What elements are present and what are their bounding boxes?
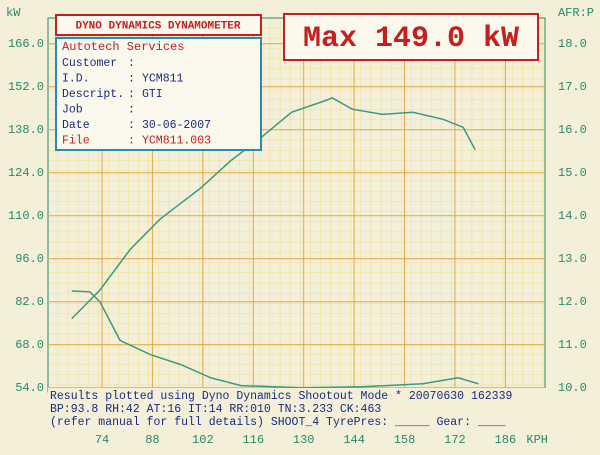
- field-label: Customer: [62, 57, 117, 70]
- company-name: Autotech Services: [62, 40, 184, 54]
- x-tick-label: 88: [145, 433, 159, 447]
- x-tick-label: 130: [293, 433, 315, 447]
- x-axis-label: KPH: [526, 433, 548, 447]
- note-line: (refer manual for full details) SHOOT_4 …: [50, 416, 506, 429]
- lines: [71, 96, 479, 389]
- note-line: BP:93.8 RH:42 AT:16 IT:14 RR:010 TN:3.23…: [50, 403, 381, 416]
- info-fields: Customer: I.D.: YCM811 Descript.: GTI Job: Dat…: [62, 57, 211, 148]
- field-value: YCM811: [142, 73, 184, 86]
- y-axis-label: kW: [6, 6, 21, 20]
- x-tick-label: 158: [394, 433, 416, 447]
- y2-tick-label: 11.0: [558, 338, 587, 352]
- y-tick-label: 96.0: [15, 252, 44, 266]
- y-tick-label: 68.0: [15, 338, 44, 352]
- header-text: DYNO DYNAMICS DYNAMOMETER: [75, 20, 240, 32]
- y-tick-label: 152.0: [8, 80, 44, 94]
- y2-tick-label: 16.0: [558, 123, 587, 137]
- y-tick-label: 166.0: [8, 37, 44, 51]
- y2-tick-label: 12.0: [558, 295, 587, 309]
- field-value: GTI: [142, 88, 163, 101]
- field-separator: :: [128, 135, 135, 148]
- field-separator: :: [128, 57, 135, 70]
- y2-tick-label: 17.0: [558, 80, 587, 94]
- field-label: I.D.: [62, 73, 90, 86]
- max-box: [283, 13, 539, 61]
- x-tick-label: 144: [343, 433, 365, 447]
- max-text: Max 149.0 kW: [303, 22, 519, 56]
- x-tick-label: 186: [495, 433, 517, 447]
- x-tick-label: 116: [242, 433, 264, 447]
- field-value: YCM811.003: [142, 135, 211, 148]
- y2-tick-label: 15.0: [558, 166, 587, 180]
- y2-axis-label: AFR:P: [558, 6, 594, 20]
- field-label: Descript.: [62, 88, 124, 101]
- field-separator: :: [128, 119, 135, 132]
- x-tick-label: 74: [95, 433, 109, 447]
- notes-box: [48, 388, 558, 430]
- header-box: [55, 14, 262, 36]
- y2-tick-label: 14.0: [558, 209, 587, 223]
- data-line: [71, 290, 479, 389]
- x-tick-label: 102: [192, 433, 214, 447]
- y-tick-label: 124.0: [8, 166, 44, 180]
- field-separator: :: [128, 73, 135, 86]
- y2-tick-label: 18.0: [558, 37, 587, 51]
- y-tick-label: 110.0: [8, 209, 44, 223]
- x-tick-label: 172: [444, 433, 466, 447]
- data-line: [71, 96, 476, 320]
- y-tick-label: 82.0: [15, 295, 44, 309]
- field-separator: :: [128, 88, 135, 101]
- note-line: Results plotted using Dyno Dynamics Shoo…: [50, 390, 512, 403]
- y2-tick-label: 13.0: [558, 252, 587, 266]
- field-value: 30-06-2007: [142, 119, 211, 132]
- info-box: [55, 37, 262, 151]
- y-tick-label: 54.0: [15, 381, 44, 395]
- y-tick-label: 138.0: [8, 123, 44, 137]
- field-separator: :: [128, 104, 135, 117]
- y2-tick-label: 10.0: [558, 381, 587, 395]
- field-label: Date: [62, 119, 90, 132]
- notes: Results plotted using Dyno Dynamics Shoo…: [50, 390, 512, 429]
- field-label: Job: [62, 104, 83, 117]
- field-label: File: [62, 135, 90, 148]
